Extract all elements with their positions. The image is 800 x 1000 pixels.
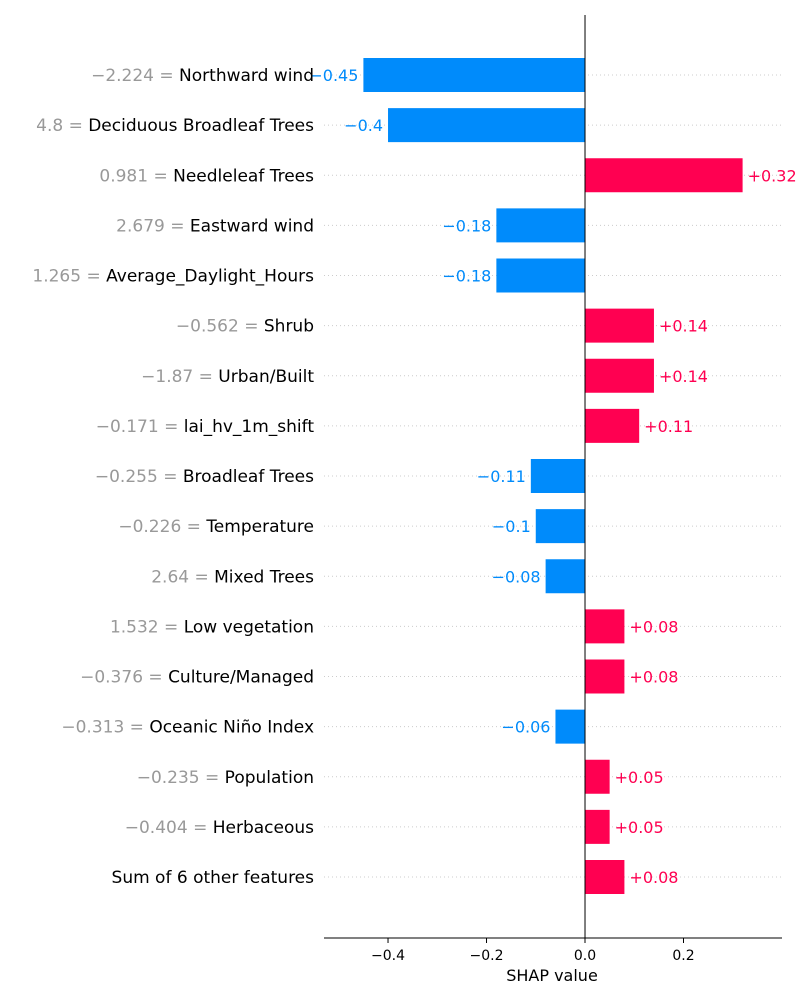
bar-value-label: −0.08	[492, 567, 541, 586]
bar-value-label: +0.08	[629, 868, 678, 887]
bar-value-label: −0.18	[442, 216, 491, 235]
feature-name: Shrub	[264, 317, 314, 337]
shap-bar	[535, 509, 586, 544]
feature-value: 2.679 =	[116, 216, 190, 236]
feature-value: 1.532 =	[110, 617, 184, 637]
x-axis: SHAP value −0.4 −0.2 0.0 0.2	[324, 15, 782, 985]
bar-value-label: −0.11	[477, 467, 526, 486]
feature-name: Mixed Trees	[214, 567, 314, 587]
bar-value-label: −0.06	[501, 718, 550, 737]
feature-labels: −2.224 = Northward wind 4.8 = Deciduous B…	[32, 66, 314, 888]
feature-label: −1.87 = Urban/Built	[141, 367, 314, 387]
feature-value: 4.8 =	[36, 116, 88, 136]
feature-label: −0.235 = Population	[137, 768, 314, 788]
feature-label: −0.255 = Broadleaf Trees	[95, 467, 314, 487]
bar-value-label: −0.45	[309, 66, 358, 85]
shap-bar	[585, 408, 640, 443]
feature-value: −2.224 =	[91, 66, 179, 86]
feature-name: Urban/Built	[218, 367, 314, 387]
shap-bar	[555, 709, 586, 744]
feature-name: lai_hv_1m_shift	[184, 417, 315, 437]
feature-name: Eastward wind	[190, 216, 314, 236]
bar-value-label: +0.14	[659, 317, 708, 336]
feature-name: Average_Daylight_Hours	[106, 267, 314, 287]
shap-bar	[496, 208, 586, 243]
feature-label: −0.226 = Temperature	[118, 517, 314, 537]
feature-label: −0.313 = Oceanic Niño Index	[61, 718, 314, 738]
feature-value: −0.376 =	[80, 668, 168, 688]
bar-value-label: +0.05	[615, 818, 664, 837]
feature-value: −1.87 =	[141, 367, 218, 387]
x-tick-label: 0.0	[574, 948, 596, 964]
feature-name: Temperature	[205, 517, 314, 537]
feature-label: −0.171 = lai_hv_1m_shift	[96, 417, 315, 437]
feature-name: Needleleaf Trees	[173, 166, 314, 186]
feature-value: 2.64 =	[151, 567, 214, 587]
shap-bar	[388, 108, 586, 143]
x-tick-label: −0.2	[470, 948, 504, 964]
shap-bar	[585, 158, 743, 193]
shap-bar	[585, 860, 625, 894]
shap-bar	[363, 58, 586, 92]
feature-label: −0.404 = Herbaceous	[125, 818, 314, 838]
feature-name: Low vegetation	[184, 617, 314, 637]
bar-value-label: +0.08	[629, 668, 678, 687]
x-tick-label: 0.2	[672, 948, 694, 964]
feature-name: Culture/Managed	[168, 668, 314, 688]
bar-value-label: −0.4	[344, 116, 383, 135]
feature-name: Herbaceous	[213, 818, 314, 838]
shap-bar	[545, 559, 586, 594]
feature-value: −0.226 =	[118, 517, 206, 537]
bar-value-label: +0.05	[615, 768, 664, 787]
bar-value-label: +0.11	[644, 417, 693, 436]
feature-label: 1.265 = Average_Daylight_Hours	[32, 267, 314, 287]
shap-bar	[585, 809, 610, 844]
feature-label: −0.562 = Shrub	[176, 317, 314, 337]
bar-value-label: −0.1	[492, 517, 531, 536]
feature-value: −0.562 =	[176, 317, 264, 337]
feature-name: Broadleaf Trees	[183, 467, 314, 487]
feature-value: −0.171 =	[96, 417, 184, 437]
feature-value: −0.235 =	[137, 768, 225, 788]
feature-label: 2.679 = Eastward wind	[116, 216, 314, 236]
feature-label: Sum of 6 other features	[112, 868, 315, 888]
shap-bar	[585, 659, 625, 694]
bar-value-label: −0.18	[442, 267, 491, 286]
feature-name: Oceanic Niño Index	[149, 718, 314, 738]
feature-name: Northward wind	[179, 66, 314, 86]
feature-label: 0.981 = Needleleaf Trees	[99, 166, 314, 186]
bar-value-label: +0.08	[629, 617, 678, 636]
x-tick-label: −0.4	[371, 948, 405, 964]
feature-value: −0.255 =	[95, 467, 183, 487]
bar-value-label: +0.14	[659, 367, 708, 386]
shap-bar	[530, 459, 586, 493]
feature-name: Deciduous Broadleaf Trees	[88, 116, 314, 136]
feature-label: −2.224 = Northward wind	[91, 66, 314, 86]
feature-value: −0.404 =	[125, 818, 213, 838]
feature-value: 0.981 =	[99, 166, 173, 186]
feature-label: 2.64 = Mixed Trees	[151, 567, 314, 587]
shap-bar	[585, 308, 654, 343]
shap-bar	[585, 759, 610, 794]
bars: −0.45 −0.4 +0.32 −0.18 −0.18 +0.14 +0.14 +0.11 −…	[309, 58, 797, 894]
feature-label: 4.8 = Deciduous Broadleaf Trees	[36, 116, 314, 136]
shap-bar	[585, 609, 625, 644]
bar-value-label: +0.32	[748, 166, 797, 185]
feature-name: Sum of 6 other features	[112, 868, 315, 888]
feature-value: −0.313 =	[61, 718, 149, 738]
feature-label: −0.376 = Culture/Managed	[80, 668, 314, 688]
x-axis-title: SHAP value	[506, 966, 598, 985]
feature-value: 1.265 =	[32, 267, 106, 287]
shap-bar	[585, 358, 654, 393]
feature-label: 1.532 = Low vegetation	[110, 617, 314, 637]
shap-bar	[496, 258, 586, 293]
feature-name: Population	[225, 768, 314, 788]
